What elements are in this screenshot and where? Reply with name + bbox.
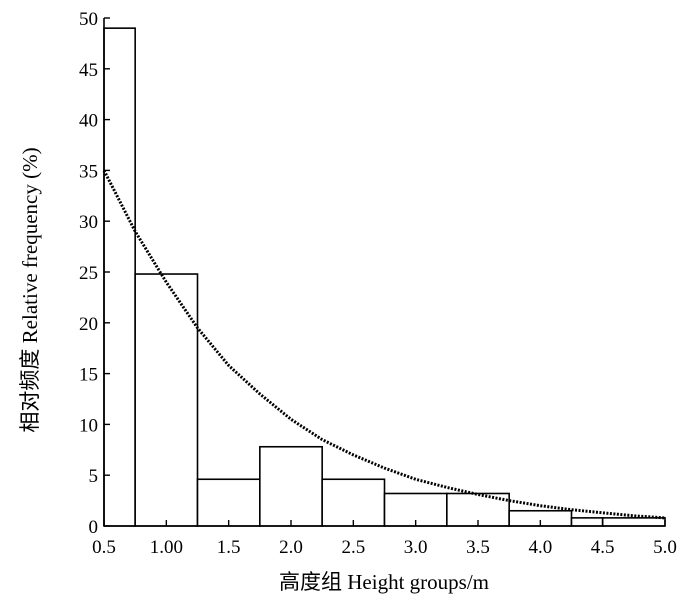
histogram-bar-3: [196, 478, 261, 527]
histogram-bar-9: [570, 517, 604, 527]
x-tick-label: 0.5: [92, 537, 116, 558]
y-tick-label: 15: [79, 365, 98, 386]
histogram-bar-10: [601, 517, 666, 527]
histogram-bar-2: [134, 273, 199, 527]
x-axis-title: 高度组 Height groups/m: [279, 570, 489, 594]
y-axis-title: 相对频度 Relative frequency (%): [18, 147, 42, 432]
y-tick-label: 45: [79, 60, 98, 81]
x-tick-label: 1.00: [150, 537, 183, 558]
x-tick-label: 2.0: [279, 537, 303, 558]
y-tick-label: 0: [89, 517, 99, 538]
histogram-bar-5: [321, 478, 386, 527]
x-tick-label: 5.0: [653, 537, 677, 558]
y-tick-label: 25: [79, 263, 98, 284]
y-tick-label: 20: [79, 314, 98, 335]
histogram-bar-4: [259, 445, 323, 527]
x-tick-label: 1.5: [217, 537, 241, 558]
x-axis-ticks: 0.5 1.00 1.5 2.0 2.5 3.0 3.5 4.0 4.5 5.0: [92, 520, 677, 558]
fit-curve: [102, 169, 666, 520]
x-tick-label: 4.5: [591, 537, 615, 558]
x-tick-label: 4.0: [528, 537, 552, 558]
y-tick-label: 50: [79, 9, 98, 30]
histogram-bar-1: [103, 27, 136, 527]
histogram-bars: [103, 27, 666, 527]
y-tick-label: 35: [79, 161, 98, 182]
y-tick-label: 5: [89, 466, 99, 487]
y-tick-label: 40: [79, 111, 98, 132]
y-axis-ticks: 0 5 10 15 20 25 30 35 40 45 50: [79, 9, 110, 538]
x-tick-label: 2.5: [341, 537, 365, 558]
y-tick-label: 10: [79, 415, 98, 436]
y-tick-label: 30: [79, 212, 98, 233]
x-tick-label: 3.5: [466, 537, 490, 558]
x-tick-label: 3.0: [404, 537, 428, 558]
